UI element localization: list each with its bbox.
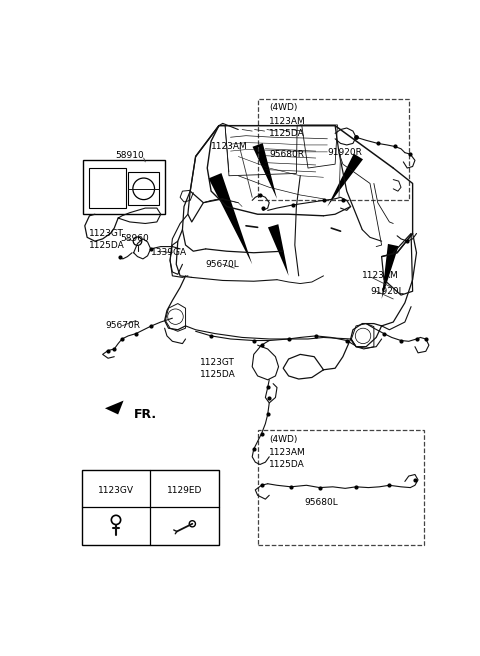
Text: 1123AM: 1123AM xyxy=(211,142,248,151)
Polygon shape xyxy=(209,173,252,264)
Text: 1123AM: 1123AM xyxy=(362,272,399,280)
Text: 91920L: 91920L xyxy=(370,287,404,296)
Text: 1339GA: 1339GA xyxy=(152,248,188,257)
Text: 58960: 58960 xyxy=(120,234,149,243)
Bar xyxy=(258,99,409,200)
Text: 1125DA: 1125DA xyxy=(269,460,305,469)
Text: 95680R: 95680R xyxy=(269,150,304,159)
Polygon shape xyxy=(105,401,123,415)
Bar xyxy=(258,430,424,545)
Text: (4WD): (4WD) xyxy=(269,436,298,444)
Text: 1125DA: 1125DA xyxy=(269,129,305,138)
Polygon shape xyxy=(327,154,363,207)
Polygon shape xyxy=(382,244,398,299)
Text: 1123AM: 1123AM xyxy=(269,449,306,457)
Polygon shape xyxy=(268,224,288,276)
Bar xyxy=(82,470,219,545)
Text: 1125DA: 1125DA xyxy=(200,370,235,379)
Polygon shape xyxy=(252,143,277,199)
Text: 1123GT: 1123GT xyxy=(200,358,234,367)
Bar xyxy=(83,160,165,215)
Text: 1123GV: 1123GV xyxy=(98,486,134,495)
Text: 95670R: 95670R xyxy=(105,321,140,331)
Text: 1123AM: 1123AM xyxy=(269,117,306,127)
Text: 91920R: 91920R xyxy=(327,148,362,157)
Bar xyxy=(89,168,126,208)
Text: 1123GT: 1123GT xyxy=(89,229,124,238)
Text: 1129ED: 1129ED xyxy=(167,486,202,495)
Text: 1125DA: 1125DA xyxy=(89,241,125,249)
Bar xyxy=(128,172,159,205)
Text: 95680L: 95680L xyxy=(304,499,338,508)
Text: 95670L: 95670L xyxy=(206,260,240,269)
Text: 58910: 58910 xyxy=(115,152,144,160)
Text: FR.: FR. xyxy=(133,408,157,421)
Text: (4WD): (4WD) xyxy=(269,104,298,112)
